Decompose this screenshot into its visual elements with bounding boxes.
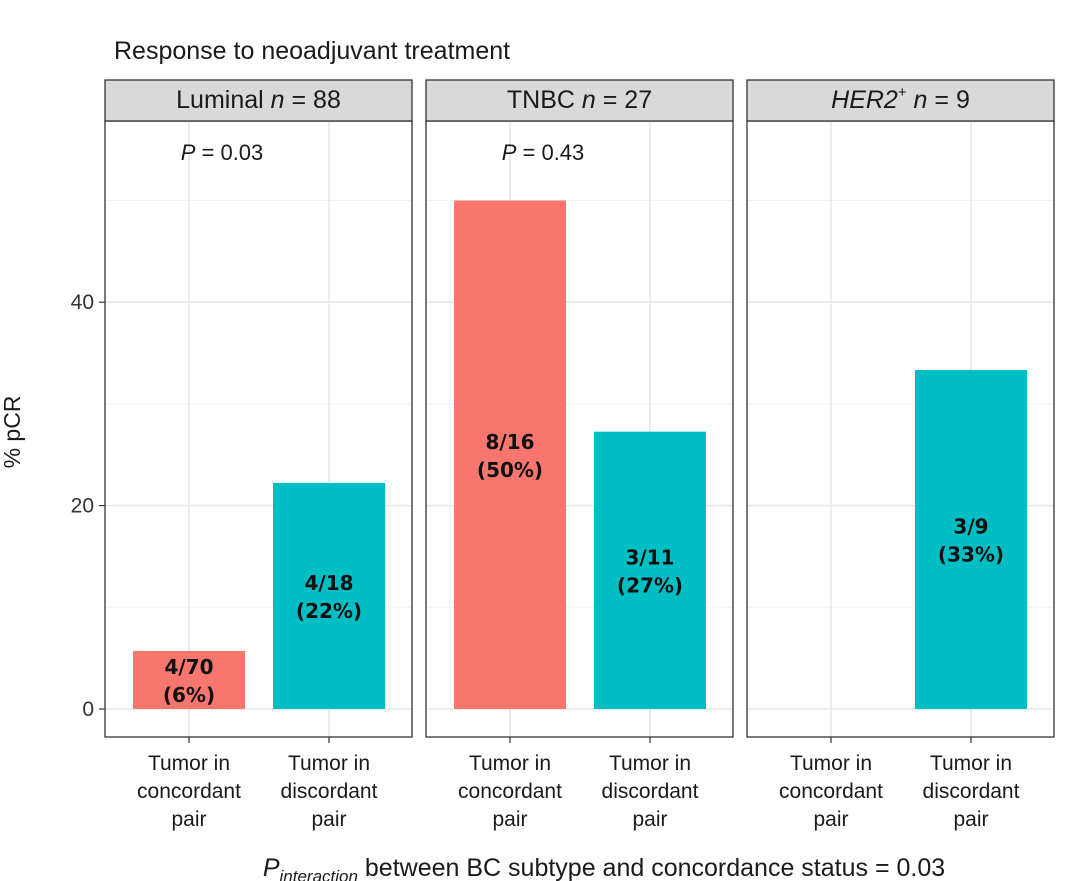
chart-title: Response to neoadjuvant treatment: [114, 37, 510, 65]
facet-panel: 4/70 (6%) 4/18 (22%) Luminal n = 88 P = 0.03 T…: [104, 79, 413, 831]
y-tick-label: 40: [71, 291, 94, 314]
x-tick-label: Tumor in concordant pair: [458, 752, 562, 831]
panel-p-value: P = 0.43: [502, 140, 585, 165]
facet-panel: 3/9 (33%) HER2+ n = 9 Tumor in concordant pai…: [746, 79, 1055, 831]
y-axis-ticks: 0 20 40: [71, 291, 105, 721]
interaction-p-value-note: Pinteraction between BC subtype and conc…: [263, 854, 945, 881]
panel-p-value: P = 0.03: [181, 140, 264, 165]
facet-strip: [104, 79, 413, 122]
bar-value-label: 8/16 (50%): [477, 430, 543, 482]
bar: [133, 650, 245, 709]
x-tick-label: Tumor in discordant pair: [602, 752, 699, 831]
y-tick-label: 0: [82, 698, 94, 721]
facet-panel: 8/16 (50%) 3/11 (27%) TNBC n = 27 P = 0.43 Tum…: [425, 79, 734, 831]
facet-strip-label: HER2+ n = 9: [831, 84, 970, 114]
bar: [454, 200, 566, 709]
x-tick-label: Tumor in concordant pair: [779, 752, 883, 831]
facet-strip: [425, 79, 734, 122]
bar-value-label: 4/70 (6%): [163, 655, 215, 707]
bar-value-label: 3/11 (27%): [617, 545, 683, 597]
bar-value-label: 3/9 (33%): [938, 515, 1004, 567]
x-tick-label: Tumor in discordant pair: [281, 752, 378, 831]
y-tick-label: 20: [71, 495, 94, 518]
bar: [273, 483, 385, 709]
x-tick-label: Tumor in concordant pair: [137, 752, 241, 831]
bar: [594, 431, 706, 709]
facet-strip: [746, 79, 1055, 122]
y-axis-label: % pCR: [0, 396, 25, 469]
bar-value-label: 4/18 (22%): [296, 571, 362, 623]
bar: [915, 370, 1027, 709]
x-tick-label: Tumor in discordant pair: [923, 752, 1020, 831]
facet-strip-label: Luminal n = 88: [176, 86, 341, 114]
facet-strip-label: TNBC n = 27: [507, 86, 652, 114]
facet-panels: 4/70 (6%) 4/18 (22%) Luminal n = 88 P = 0.03 T…: [104, 79, 1055, 831]
